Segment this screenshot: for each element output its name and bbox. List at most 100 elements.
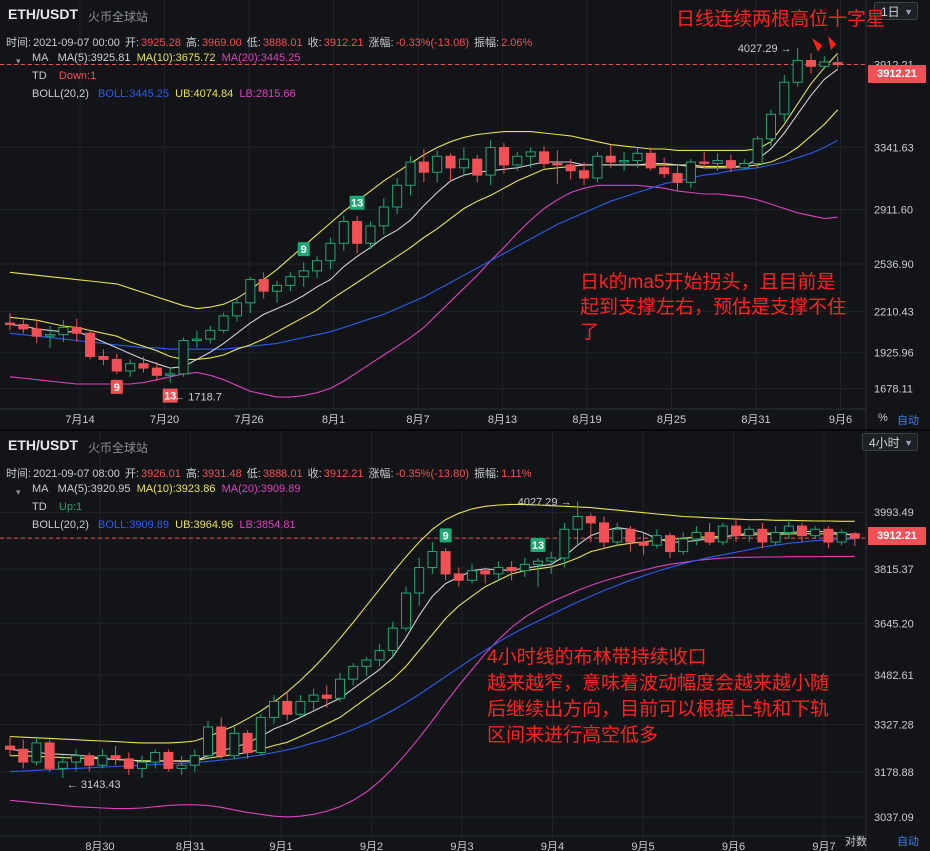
candle-up xyxy=(691,531,702,540)
candle-down xyxy=(453,573,464,581)
candle-down xyxy=(849,533,860,539)
candle-up xyxy=(792,59,803,83)
candle-up xyxy=(255,716,266,753)
open-value: 3925.28 xyxy=(141,37,181,49)
collapse-indicators-icon[interactable]: ▾ xyxy=(16,487,21,497)
candle-up xyxy=(779,81,790,115)
amplitude-value: 1.11% xyxy=(501,468,532,480)
chevron-down-icon: ▼ xyxy=(904,7,913,17)
candle-down xyxy=(605,155,616,163)
x-tick-label: 8月13 xyxy=(488,414,517,426)
candle-up xyxy=(512,155,523,166)
boll-legend[interactable]: BOLL(20,2) BOLL:3445.25 UB:4074.84 LB:28… xyxy=(32,88,296,100)
low-value: 3888.01 xyxy=(262,468,303,480)
candle-up xyxy=(165,373,176,376)
y-tick-label: 1678.11 xyxy=(874,384,913,396)
ma-legend[interactable]: MA MA(5):3920.95 MA(10):3923.86 MA(20):3… xyxy=(32,483,300,495)
boll-mid-line xyxy=(9,538,855,773)
high-value: 3969.00 xyxy=(201,37,242,49)
ma-legend[interactable]: MA MA(5):3925.81 MA(10):3675.72 MA(20):3… xyxy=(32,52,300,64)
candle-up xyxy=(203,726,213,757)
candle-up xyxy=(229,732,240,757)
x-tick-label: 8月31 xyxy=(741,414,770,426)
candle-up xyxy=(191,338,202,342)
4h-candlestick-chart[interactable]: 3993.49 3912.21 3815.37 3645.20 3482.61 3327.… xyxy=(0,431,930,851)
x-tick-label: 8月25 xyxy=(657,414,686,426)
candle-up xyxy=(493,567,504,575)
close-value: 3912.21 xyxy=(323,37,364,49)
candle-down xyxy=(4,322,16,326)
auto-scale-toggle[interactable]: 自动 xyxy=(897,836,919,848)
y-tick-label: 3341.63 xyxy=(874,142,914,154)
candle-up xyxy=(592,155,603,179)
amplitude-label: 振幅: xyxy=(474,37,500,49)
amplitude-label: 振幅: xyxy=(474,468,500,480)
candle-up xyxy=(374,649,385,661)
candle-down xyxy=(472,158,483,176)
pair-title: ETH/USDT xyxy=(8,437,78,453)
y-tick-label: 3482.61 xyxy=(874,670,914,682)
ohlc-info-bar: 时间: 2021-09-07 08:00 开: 3926.01 高: 3931.48 … xyxy=(6,465,533,481)
candle-down xyxy=(699,161,710,164)
close-value: 3912.21 xyxy=(323,468,364,480)
y-tick-label: 1925.96 xyxy=(874,348,914,360)
candle-down xyxy=(44,742,55,769)
candle-up xyxy=(401,592,411,629)
boll-legend[interactable]: BOLL(20,2) BOLL:3909.89 UB:3964.96 LB:38… xyxy=(32,519,296,531)
x-tick-label: 8月30 xyxy=(85,841,114,851)
boll-ub-value: UB:4074.84 xyxy=(175,88,234,100)
boll-label: BOLL(20,2) xyxy=(32,88,89,100)
daily-candlestick-chart[interactable]: 3912.21 3341.63 2911.60 2536.90 2210.43 1925.… xyxy=(0,0,930,430)
log-scale-toggle[interactable]: 对数 xyxy=(845,836,867,848)
amplitude-value: 2.06% xyxy=(501,37,533,49)
candle-up xyxy=(414,567,425,594)
exchange-name: 火币全球站 xyxy=(88,441,149,455)
x-tick-label: 8月19 xyxy=(572,414,601,426)
annotation-arrow xyxy=(828,36,836,50)
candle-up xyxy=(176,764,187,769)
auto-scale-toggle[interactable]: 自动 xyxy=(897,415,919,427)
timeframe-select[interactable]: 1日 ▼ xyxy=(874,2,918,20)
candle-up xyxy=(178,340,189,375)
candle-down xyxy=(31,328,42,337)
percent-scale-toggle[interactable]: % xyxy=(878,412,888,424)
candle-up xyxy=(739,162,750,169)
timeframe-select[interactable]: 4小时 ▼ xyxy=(862,433,918,451)
low-label: 低: xyxy=(246,468,261,480)
x-tick-label: 7月14 xyxy=(65,414,94,426)
x-tick-label: 9月3 xyxy=(450,841,473,851)
boll-lb-value: LB:3854.81 xyxy=(239,519,296,531)
annotation-daily-ma5-line2: 起到支撑左右，预估是支撑不住 xyxy=(580,297,847,318)
low-value: 3888.01 xyxy=(262,37,303,49)
candle-up xyxy=(205,329,216,340)
candle-down xyxy=(445,155,456,169)
candle-up xyxy=(612,528,623,543)
candle-down xyxy=(797,525,807,537)
candle-down xyxy=(110,755,121,760)
candle-up xyxy=(361,659,372,667)
time-value: 2021-09-07 00:00 xyxy=(33,37,120,49)
candle-down xyxy=(757,528,768,543)
candle-down xyxy=(18,748,29,763)
x-tick-label: 9月6 xyxy=(722,841,745,851)
y-tick-label: 3037.09 xyxy=(874,812,914,824)
candle-down xyxy=(579,170,590,179)
td-legend[interactable]: TD Up:1 xyxy=(32,501,82,513)
td-legend[interactable]: TD Down:1 xyxy=(32,70,96,82)
high-label: 高: xyxy=(185,37,200,49)
annotation-daily-doji: 日线连续两根高位十字星 xyxy=(676,9,886,30)
candle-down xyxy=(638,541,649,546)
td-badge xyxy=(297,242,310,257)
chevron-down-icon: ▼ xyxy=(904,438,913,448)
annotation-4h-line4: 区间来进行高空低多 xyxy=(487,725,659,746)
candle-up xyxy=(97,755,108,766)
high-price-marker: 4027.29 → xyxy=(738,43,792,55)
candle-up xyxy=(348,665,359,680)
collapse-indicators-icon[interactable]: ▾ xyxy=(16,56,21,66)
candle-up xyxy=(137,761,147,769)
candle-up xyxy=(335,678,345,699)
candle-up xyxy=(285,276,296,286)
candle-down xyxy=(506,567,517,572)
td-badge xyxy=(530,537,546,552)
td-label: TD xyxy=(32,501,47,513)
